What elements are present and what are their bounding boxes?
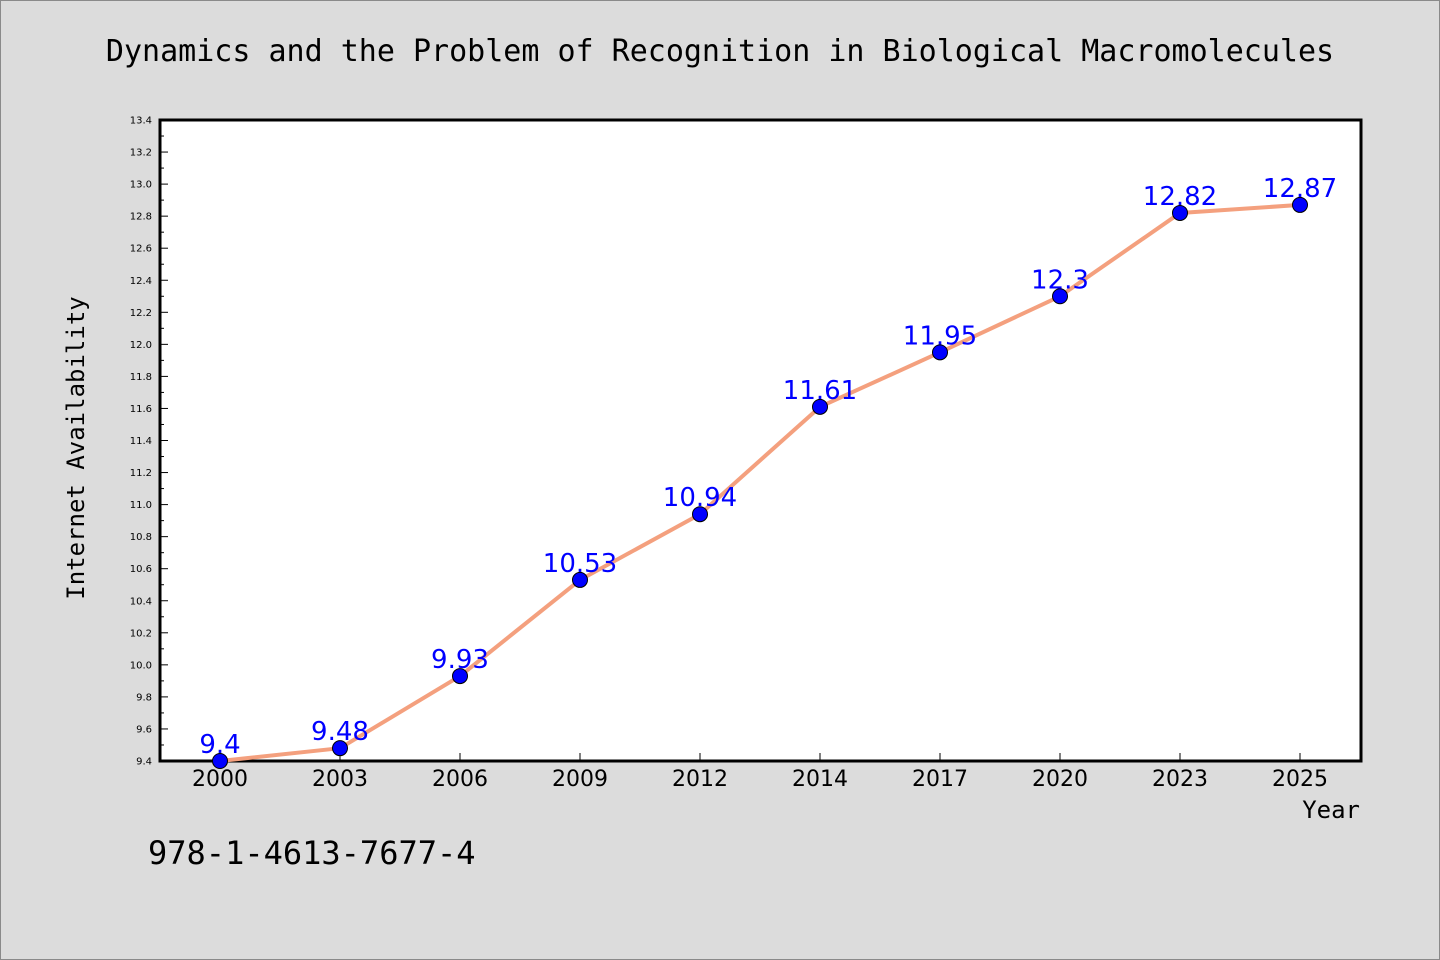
y-tick-label: 10.2 bbox=[130, 628, 152, 639]
series-line bbox=[218, 202, 1302, 763]
y-tick-label: 9.6 bbox=[136, 724, 152, 735]
series-layer: 9.4 9.48 9.93 10.53 10.94 11.61 11.95 12.3 12.82… bbox=[199, 174, 1337, 769]
y-tick-label: 12.2 bbox=[130, 308, 152, 319]
data-point bbox=[332, 740, 348, 757]
data-point bbox=[1052, 288, 1068, 305]
y-tick-label: 11.4 bbox=[130, 436, 152, 447]
data-label: 12.3 bbox=[1031, 265, 1089, 295]
x-axis-label: Year bbox=[1302, 796, 1360, 824]
y-tick-label: 12.0 bbox=[130, 340, 152, 351]
isbn-text: 978-1-4613-7677-4 bbox=[148, 834, 476, 872]
y-axis: 9.4 9.6 9.8 10.0 10.2 10.4 10.6 10.8 11.0 11.2 11.… bbox=[130, 116, 168, 768]
x-tick-label: 2012 bbox=[672, 767, 728, 792]
y-tick-label: 13.4 bbox=[130, 116, 152, 127]
y-tick-label: 13.2 bbox=[130, 148, 152, 159]
x-tick-label: 2009 bbox=[552, 767, 608, 792]
data-label: 9.48 bbox=[311, 717, 369, 747]
y-tick-label: 10.0 bbox=[130, 660, 152, 671]
x-axis: 2000 2003 2006 2009 2012 2014 2017 2020 2023 2025 bbox=[192, 753, 1328, 792]
data-point bbox=[1172, 204, 1188, 221]
data-point bbox=[212, 753, 228, 769]
data-point bbox=[932, 344, 948, 361]
data-point bbox=[452, 668, 468, 685]
x-tick-label: 2020 bbox=[1032, 767, 1088, 792]
data-point bbox=[812, 398, 828, 415]
data-label: 11.95 bbox=[903, 321, 977, 351]
y-tick-label: 10.4 bbox=[130, 596, 152, 607]
data-label: 10.94 bbox=[663, 483, 737, 513]
data-point bbox=[572, 571, 588, 588]
chart-title: Dynamics and the Problem of Recognition … bbox=[105, 34, 1335, 69]
data-label: 9.93 bbox=[431, 645, 489, 675]
x-tick-label: 2006 bbox=[432, 767, 488, 792]
data-label: 11.61 bbox=[783, 376, 857, 406]
y-tick-label: 12.4 bbox=[130, 276, 152, 287]
x-tick-label: 2000 bbox=[192, 767, 248, 792]
y-tick-label: 9.8 bbox=[136, 692, 152, 703]
y-tick-label: 10.6 bbox=[130, 564, 152, 575]
y-tick-label: 9.4 bbox=[136, 757, 152, 768]
y-tick-label: 12.6 bbox=[130, 244, 152, 255]
y-tick-label: 11.0 bbox=[130, 500, 152, 511]
y-tick-label: 11.6 bbox=[130, 404, 152, 415]
y-tick-label: 11.8 bbox=[130, 372, 152, 383]
x-tick-label: 2014 bbox=[792, 767, 848, 792]
x-tick-label: 2003 bbox=[312, 767, 368, 792]
data-point bbox=[692, 506, 708, 523]
data-label: 12.82 bbox=[1143, 182, 1217, 212]
x-tick-label: 2025 bbox=[1272, 767, 1328, 792]
x-tick-label: 2023 bbox=[1152, 767, 1208, 792]
y-tick-label: 11.2 bbox=[130, 468, 152, 479]
data-label: 10.53 bbox=[543, 549, 617, 579]
x-tick-label: 2017 bbox=[912, 767, 968, 792]
y-tick-label: 13.0 bbox=[130, 180, 152, 191]
y-tick-label: 12.8 bbox=[130, 212, 152, 223]
data-label: 9.4 bbox=[199, 730, 240, 760]
y-axis-label: Internet Availability bbox=[62, 296, 90, 600]
data-label: 12.87 bbox=[1263, 174, 1337, 204]
y-tick-label: 10.8 bbox=[130, 532, 152, 543]
data-point bbox=[1292, 196, 1308, 213]
